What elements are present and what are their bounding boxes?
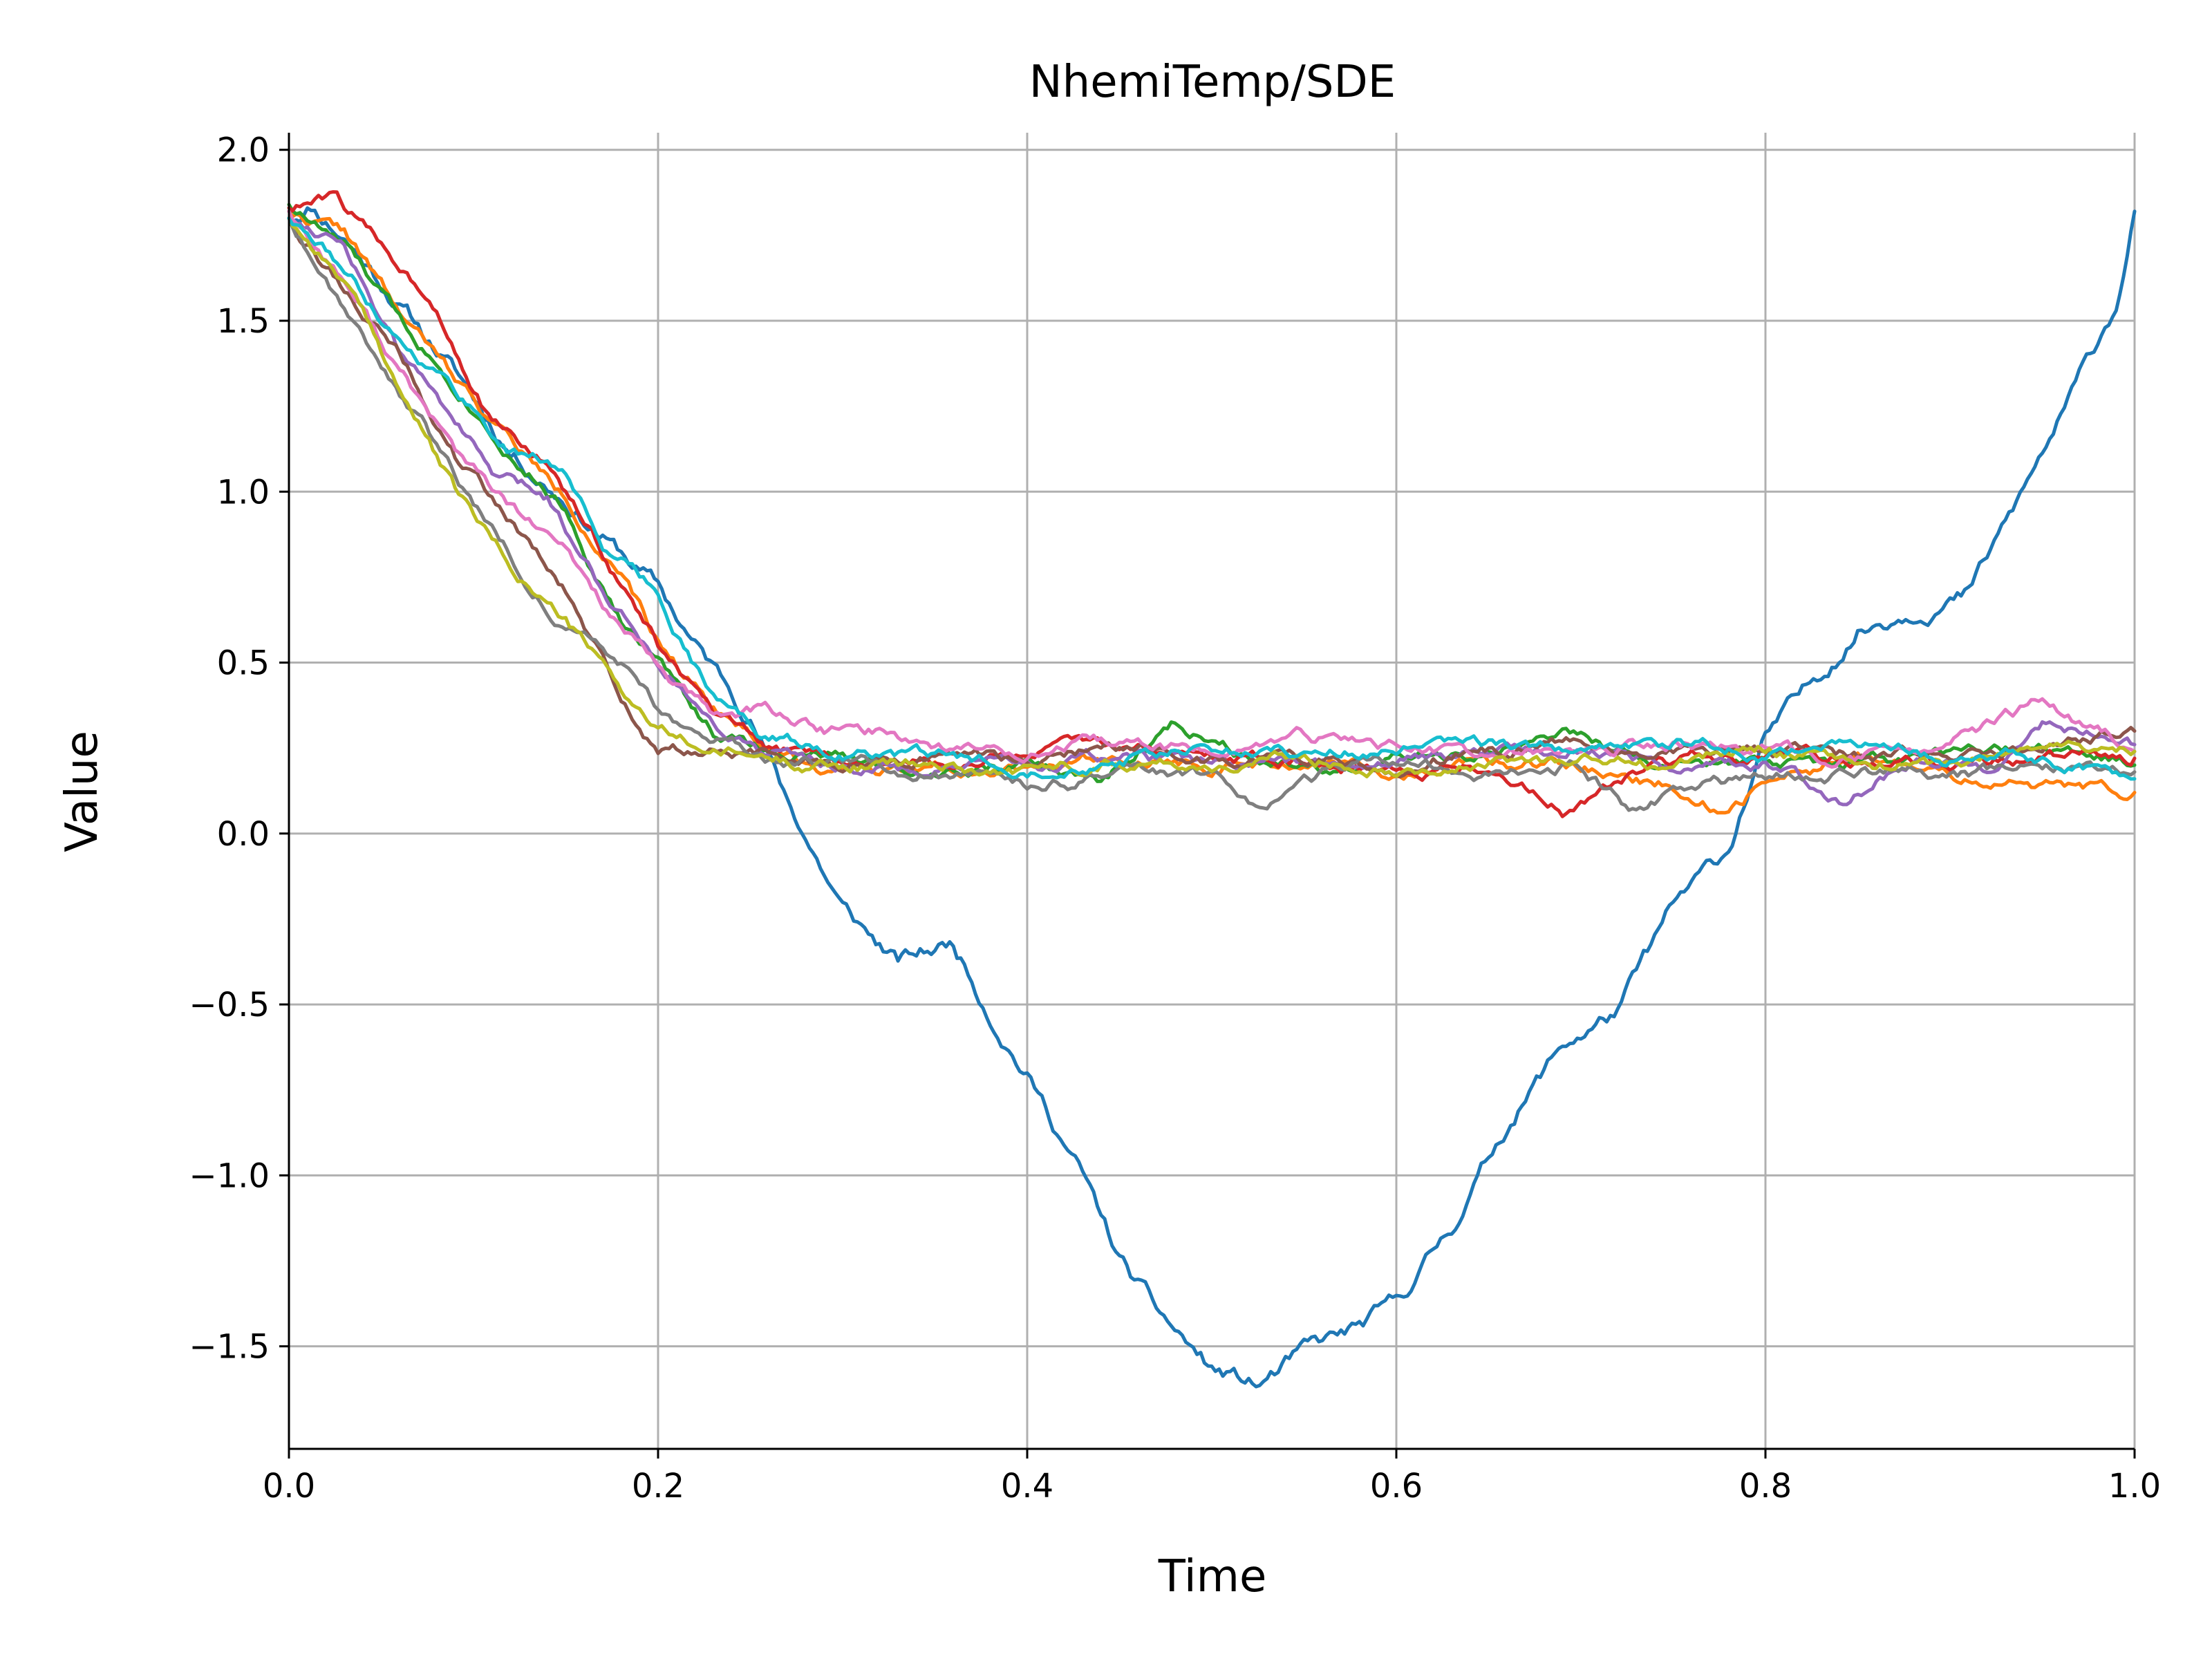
y-tick-label: 0.5 — [217, 644, 270, 683]
y-axis-ticks: 2.0 1.5 1.0 0.5 0.0 −0.5 −1.0 −1.5 — [189, 131, 289, 1367]
x-tick-label: 0.2 — [632, 1467, 684, 1506]
series-layer — [287, 190, 2137, 1389]
series-line-7 — [287, 209, 2137, 769]
x-tick-label: 1.0 — [2108, 1467, 2161, 1506]
axis-spines — [288, 133, 2135, 1450]
x-axis-ticks: 0.0 0.2 0.4 0.6 0.8 1.0 — [263, 1449, 2161, 1506]
chart-title: NhemiTemp/SDE — [1029, 57, 1396, 108]
y-axis-label: Value — [57, 731, 108, 852]
y-tick-label: 0.0 — [217, 815, 270, 854]
y-tick-label: −1.5 — [189, 1328, 270, 1367]
series-line-6 — [287, 216, 2137, 779]
y-tick-label: −0.5 — [189, 986, 270, 1024]
y-tick-label: 1.5 — [217, 302, 270, 341]
y-tick-label: 2.0 — [217, 131, 270, 170]
series-line-9 — [287, 216, 2137, 778]
x-axis-label: Time — [1158, 1551, 1267, 1602]
y-tick-label: −1.0 — [189, 1156, 270, 1195]
series-line-5 — [287, 216, 2137, 807]
x-tick-label: 0.4 — [1001, 1467, 1053, 1506]
x-tick-label: 0.8 — [1739, 1467, 1792, 1506]
x-tick-label: 0.6 — [1370, 1467, 1423, 1506]
x-tick-label: 0.0 — [263, 1467, 315, 1506]
series-line-10 — [287, 216, 2137, 781]
y-tick-label: 1.0 — [217, 473, 270, 512]
